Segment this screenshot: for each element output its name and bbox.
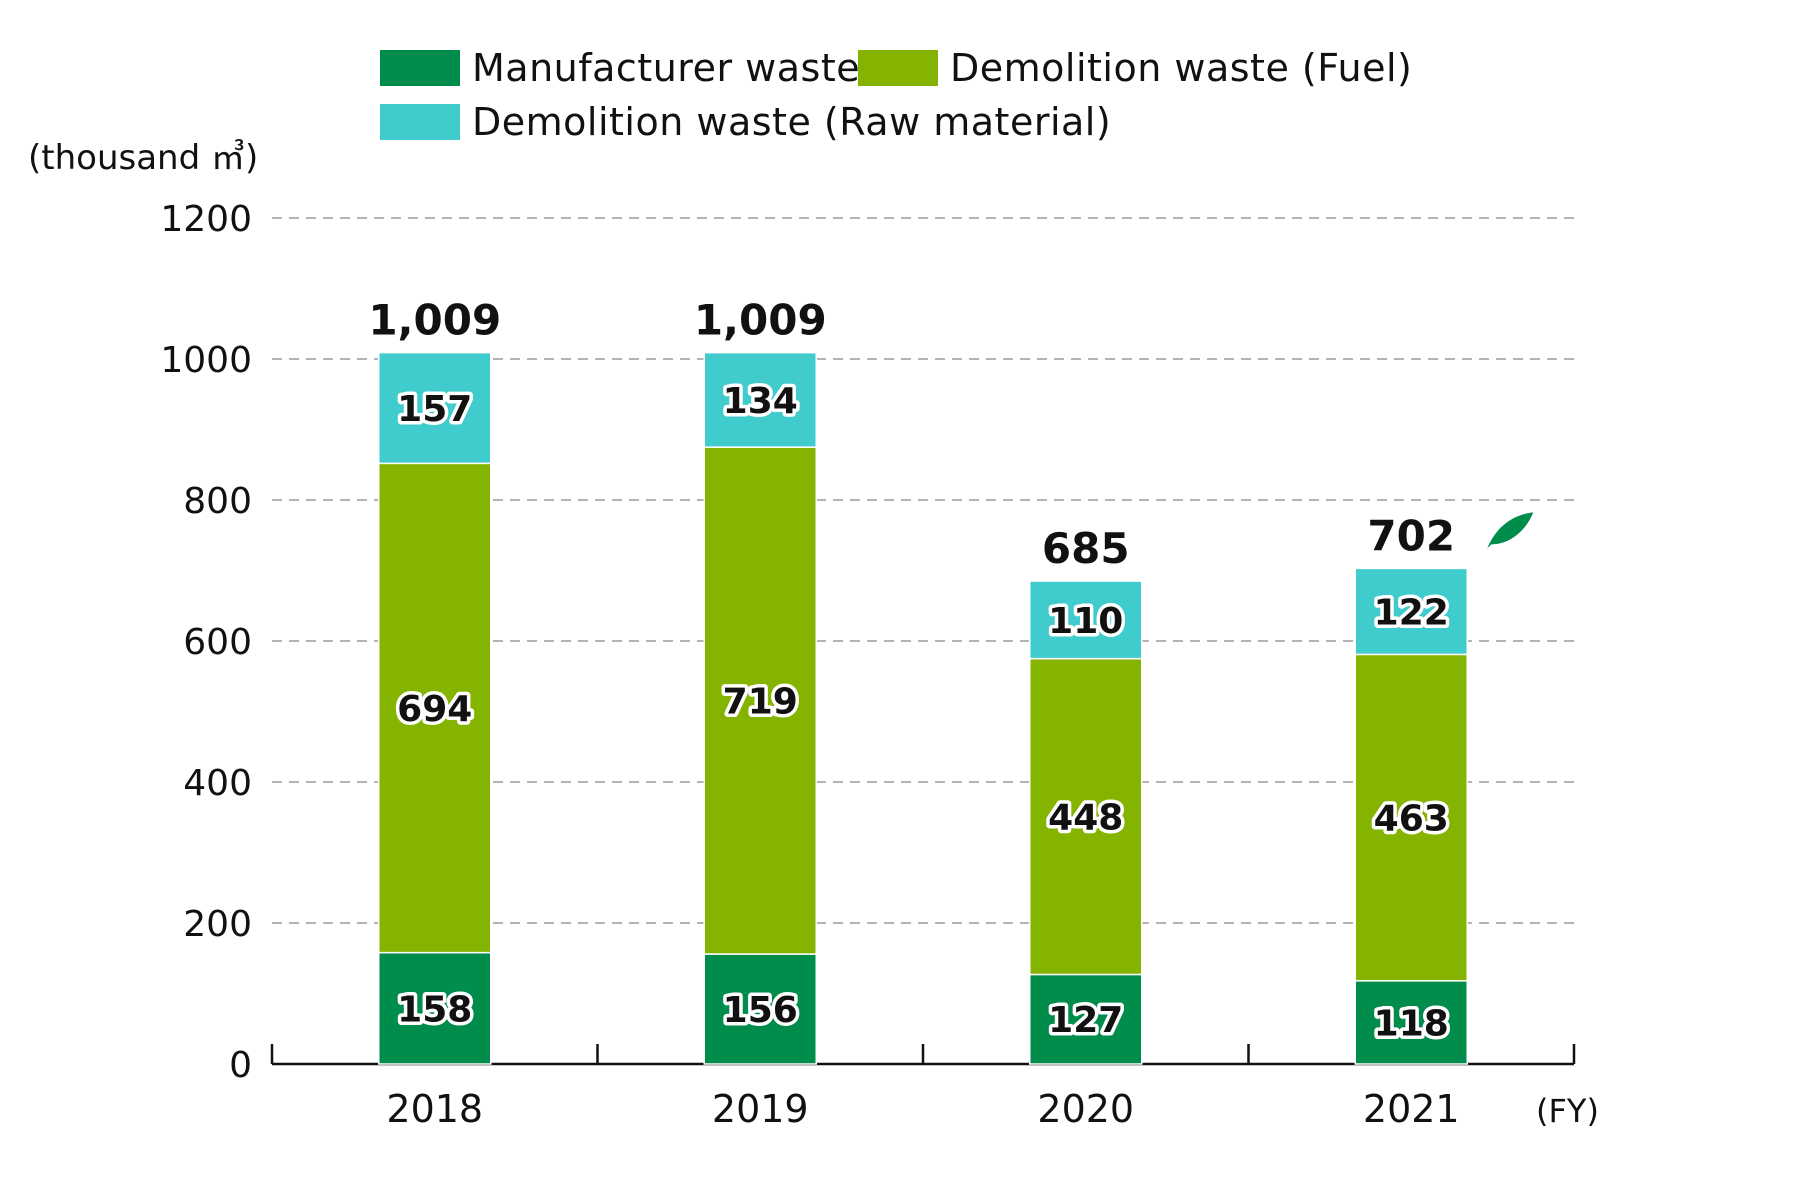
legend-swatch-demolition-raw (380, 104, 460, 140)
data-label: 118 (1374, 1003, 1449, 1044)
data-label: 463 (1374, 799, 1449, 840)
legend-item-manufacturer-waste: Manufacturer waste (380, 46, 860, 90)
legend-item-demolition-raw: Demolition waste (Raw material) (380, 100, 1111, 144)
data-label: 127 (1048, 1000, 1123, 1041)
data-label: 110 (1048, 601, 1123, 642)
total-label: 685 (1042, 524, 1130, 573)
data-label: 158 (397, 989, 472, 1030)
legend-label-demolition-fuel: Demolition waste (Fuel) (950, 46, 1413, 90)
leaf-icon (1487, 512, 1534, 549)
bar-segment (1029, 657, 1143, 976)
y-tick-label: 1200 (160, 199, 252, 240)
bar-segment (703, 446, 817, 955)
y-tick-label: 1000 (160, 340, 252, 381)
x-tick-label: 2021 (1363, 1087, 1460, 1131)
data-label: 448 (1048, 798, 1123, 839)
y-axis-unit-label: (thousand ㎥) (28, 138, 259, 178)
y-tick-label: 200 (183, 904, 252, 945)
legend-label-demolition-raw: Demolition waste (Raw material) (472, 100, 1112, 144)
total-label: 702 (1367, 511, 1455, 560)
bar-segment (1354, 567, 1468, 656)
bar-segment (1029, 580, 1143, 660)
data-label: 122 (1374, 592, 1449, 633)
data-label: 157 (397, 389, 472, 430)
x-axis-unit-label: (FY) (1536, 1092, 1599, 1130)
data-label: 156 (723, 990, 798, 1031)
total-label: 1,009 (368, 296, 501, 345)
bar-segment (703, 953, 817, 1065)
x-tick-label: 2018 (386, 1087, 483, 1131)
y-tick-label: 0 (229, 1045, 252, 1086)
y-tick-label: 800 (183, 481, 252, 522)
y-tick-label: 600 (183, 622, 252, 663)
data-label: 719 (723, 682, 798, 723)
bar-segment (378, 462, 492, 954)
bar-segment (703, 351, 817, 448)
total-label: 1,009 (694, 296, 827, 345)
x-tick-label: 2020 (1037, 1087, 1134, 1131)
x-tick-label: 2019 (712, 1087, 809, 1131)
legend-swatch-manufacturer-waste (380, 50, 460, 86)
bar-segment (1354, 653, 1468, 982)
bar-segment (1029, 973, 1143, 1065)
bar-segment (378, 951, 492, 1065)
legend-item-demolition-fuel: Demolition waste (Fuel) (858, 46, 1412, 90)
legend-label-manufacturer-waste: Manufacturer waste (472, 46, 861, 90)
y-tick-label: 400 (183, 763, 252, 804)
data-label: 134 (723, 381, 798, 422)
data-label: 694 (397, 689, 472, 730)
legend-swatch-demolition-fuel (858, 50, 938, 86)
bar-segment (378, 351, 492, 465)
bar-segment (1354, 980, 1468, 1065)
